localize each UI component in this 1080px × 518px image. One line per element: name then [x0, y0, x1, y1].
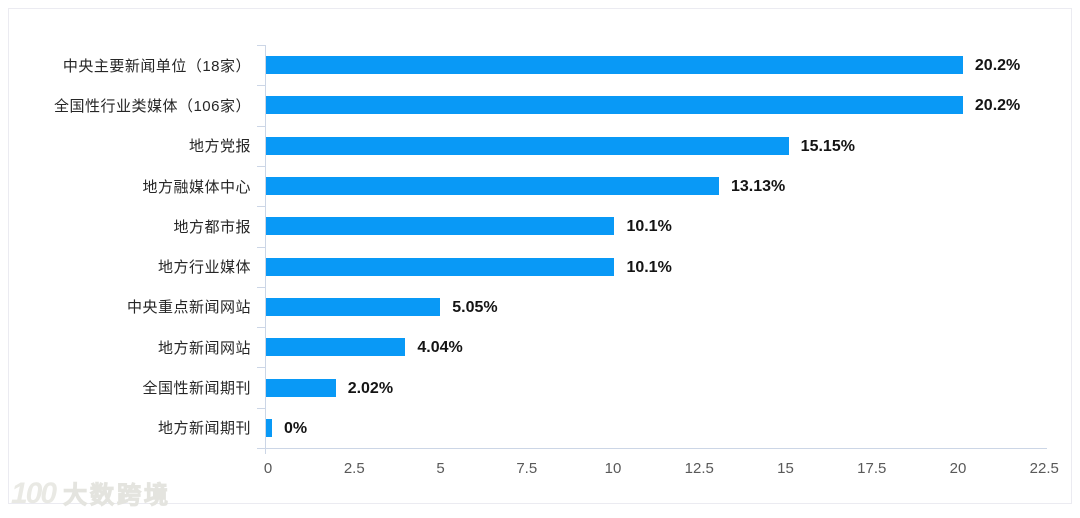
- category-label: 地方融媒体中心: [142, 178, 251, 196]
- value-label: 5.05%: [452, 298, 498, 316]
- plot-area: 中央主要新闻单位（18家） 20.2% 全国性行业类媒体（106家） 20.2% 地方党…: [9, 9, 1071, 503]
- x-axis-tick-label: 7.5: [516, 460, 538, 477]
- y-axis-tick: [257, 125, 265, 127]
- bar-row: 地方融媒体中心 13.13%: [9, 166, 1071, 206]
- x-axis-tick-label: 10: [604, 460, 622, 477]
- bar: [266, 297, 441, 316]
- bar-row: 地方行业媒体 10.1%: [9, 247, 1071, 287]
- x-axis-tick-label: 5: [436, 460, 445, 477]
- category-label: 地方新闻期刊: [157, 420, 251, 438]
- bar: [266, 257, 615, 276]
- category-label: 地方新闻网站: [157, 339, 251, 357]
- category-label: 地方行业媒体: [157, 259, 251, 277]
- bar: [266, 338, 406, 357]
- category-label: 中央重点新闻网站: [126, 299, 251, 317]
- x-axis-line: [265, 448, 1047, 449]
- value-label: 0%: [284, 419, 308, 437]
- y-axis-tick: [257, 45, 265, 46]
- value-label: 10.1%: [626, 258, 672, 276]
- value-label: 20.2%: [974, 97, 1021, 115]
- bar: [266, 96, 963, 115]
- chart-card: 中央主要新闻单位（18家） 20.2% 全国性行业类媒体（106家） 20.2% 地方党…: [8, 8, 1072, 509]
- y-axis-tick: [257, 246, 265, 248]
- value-label: 15.15%: [800, 137, 855, 155]
- y-axis-tick: [257, 206, 265, 208]
- category-label: 地方都市报: [173, 218, 251, 236]
- y-axis-tick: [257, 367, 265, 369]
- value-label: 2.02%: [347, 379, 394, 397]
- y-axis-tick: [257, 165, 265, 167]
- value-label: 13.13%: [730, 178, 786, 196]
- y-axis-tick: [257, 407, 265, 409]
- category-label: 地方党报: [188, 138, 251, 156]
- bar: [266, 217, 615, 236]
- bar-row: 地方都市报 10.1%: [9, 206, 1071, 246]
- x-axis-tick-label: 2.5: [343, 460, 365, 477]
- bar-row: 全国性新闻期刊 2.02%: [9, 367, 1071, 407]
- bar: [266, 378, 336, 397]
- y-axis-tick: [257, 286, 265, 288]
- x-axis-tick-label: 20: [949, 460, 967, 477]
- bar: [266, 177, 719, 196]
- bar: [266, 418, 272, 437]
- y-axis-tick: [257, 327, 265, 329]
- x-axis-tick-label: 0: [263, 460, 273, 477]
- bar-row: 全国性行业类媒体（106家） 20.2%: [9, 85, 1071, 125]
- value-label: 10.1%: [626, 218, 672, 236]
- category-label: 全国性行业类媒体（106家）: [53, 97, 251, 115]
- bar-row: 中央重点新闻网站 5.05%: [9, 287, 1071, 327]
- category-label: 中央主要新闻单位（18家）: [62, 57, 251, 75]
- y-axis-line: [265, 45, 266, 454]
- y-axis-tick: [257, 85, 265, 87]
- bar-row: 地方党报 15.15%: [9, 126, 1071, 166]
- bar-row: 地方新闻网站 4.04%: [9, 327, 1071, 367]
- x-axis-tick-label: 17.5: [857, 460, 887, 477]
- x-axis-tick-label: 12.5: [684, 460, 714, 477]
- y-axis-tick: [257, 448, 265, 449]
- x-axis-tick-label: 15: [777, 460, 794, 477]
- x-axis-tick-label: 22.5: [1029, 460, 1059, 477]
- bar-row: 中央主要新闻单位（18家） 20.2%: [9, 45, 1071, 85]
- bar: [266, 136, 789, 155]
- value-label: 20.2%: [974, 57, 1021, 75]
- category-label: 全国性新闻期刊: [142, 380, 251, 398]
- bar: [266, 56, 963, 75]
- value-label: 4.04%: [417, 339, 463, 357]
- bar-row: 地方新闻期刊 0%: [9, 408, 1071, 448]
